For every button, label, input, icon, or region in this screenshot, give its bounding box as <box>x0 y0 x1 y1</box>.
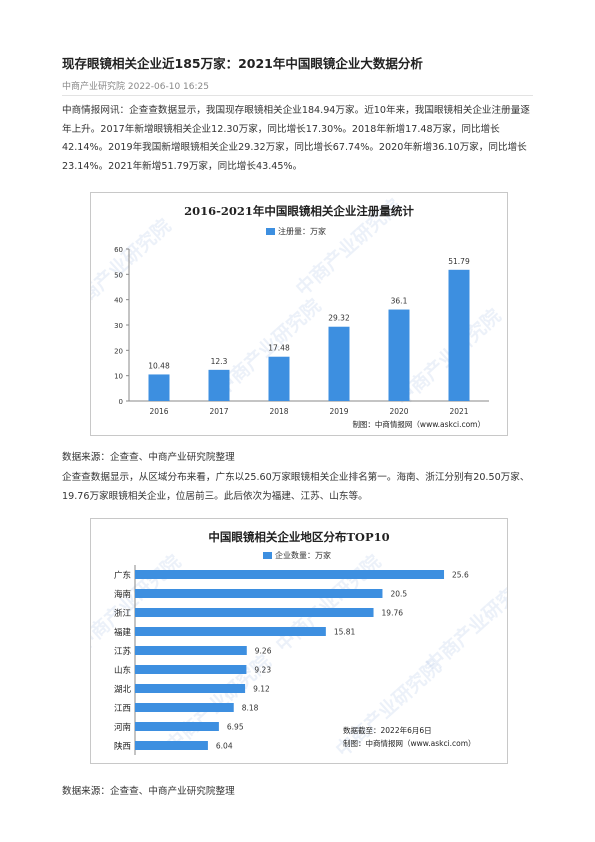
category-label: 海南 <box>114 589 131 600</box>
bar <box>135 608 374 617</box>
bar <box>328 326 350 401</box>
category-label: 陕西 <box>114 741 131 752</box>
chart-legend: 注册量：万家 <box>266 226 326 237</box>
divider <box>62 95 533 96</box>
article-title: 现存眼镜相关企业近185万家：2021年中国眼镜企业大数据分析 <box>62 56 423 71</box>
chart-regions: 中商产业研究院 中商产业研究院 中商产业研究院 中商产业研究院 中商产业研究院 … <box>90 518 508 764</box>
chart-title: 中国眼镜相关企业地区分布TOP10 <box>208 530 390 544</box>
source-note-1: 数据来源：企查查、中商产业研究院整理 <box>62 452 235 463</box>
bar <box>135 665 247 674</box>
data-label: 9.26 <box>255 647 272 656</box>
bar <box>135 646 247 655</box>
data-label: 51.79 <box>448 257 470 266</box>
article-meta: 中商产业研究院 2022-06-10 16:25 <box>62 82 209 92</box>
chart-legend: 企业数量：万家 <box>263 550 331 561</box>
bar <box>148 374 170 401</box>
category-label: 江苏 <box>114 646 132 657</box>
bar <box>448 269 470 401</box>
chart-title: 2016-2021年中国眼镜相关企业注册量统计 <box>184 204 414 218</box>
source-note-2: 数据来源：企查查、中商产业研究院整理 <box>62 786 235 797</box>
chart-credit-date: 数据截至：2022年6月6日 <box>343 726 432 735</box>
data-label: 9.12 <box>253 685 270 694</box>
y-tick-label: 50 <box>114 271 123 279</box>
category-label: 江西 <box>114 704 131 714</box>
legend-swatch <box>266 228 275 235</box>
y-tick-label: 60 <box>114 246 123 254</box>
x-tick-label: 2017 <box>209 407 228 416</box>
data-label: 6.95 <box>227 723 244 732</box>
bar <box>268 356 290 401</box>
x-tick-label: 2020 <box>389 407 408 416</box>
data-label: 15.81 <box>334 628 356 637</box>
data-label: 36.1 <box>391 297 408 306</box>
bar <box>135 589 383 598</box>
legend-swatch <box>263 552 272 559</box>
y-tick-label: 30 <box>114 322 123 330</box>
data-label: 9.23 <box>254 666 271 675</box>
category-label: 山东 <box>114 665 131 676</box>
data-label: 25.6 <box>452 571 469 580</box>
data-label: 10.48 <box>148 361 170 370</box>
y-tick-label: 40 <box>114 297 123 305</box>
chart-2-plot: 25.6 广东 20.5 海南 19.76 浙江 15.81 福建 9.26 江苏 9.23 山东 9.… <box>114 565 469 755</box>
category-label: 浙江 <box>114 608 132 619</box>
y-tick-label: 20 <box>114 347 123 355</box>
category-label: 福建 <box>114 627 132 638</box>
bar <box>135 703 234 712</box>
paragraph-2: 企查查数据显示，从区域分布来看，广东以25.60万家眼镜相关企业排名第一。海南、… <box>62 472 530 502</box>
chart-registrations: 中商产业研究院 中商产业研究院 中商产业研究院 中商产业研究院 2016-202… <box>90 192 508 436</box>
chart-credit: 制图：中商情报网（www.askci.com） <box>343 739 476 748</box>
bar <box>208 369 230 401</box>
y-tick-label: 0 <box>119 398 123 406</box>
bar <box>135 722 219 731</box>
x-tick-label: 2019 <box>329 407 348 416</box>
data-label: 20.5 <box>390 590 407 599</box>
data-label: 12.3 <box>211 357 228 366</box>
x-tick-label: 2016 <box>149 407 168 416</box>
bar <box>135 741 208 750</box>
data-label: 19.76 <box>382 609 404 618</box>
legend-label: 注册量：万家 <box>278 227 326 236</box>
data-label: 6.04 <box>216 742 233 751</box>
bar <box>135 627 326 636</box>
category-label: 广东 <box>114 570 131 581</box>
bar <box>135 684 246 693</box>
y-tick-label: 10 <box>114 373 123 381</box>
data-label: 29.32 <box>328 314 350 323</box>
chart-1-plot: 0 10 20 30 40 50 60 10.48 2016 12.3 2017 17.48 2018 2… <box>114 246 489 416</box>
category-label: 湖北 <box>114 685 132 695</box>
category-label: 河南 <box>114 722 131 733</box>
data-label: 8.18 <box>242 704 259 713</box>
legend-label: 企业数量：万家 <box>275 551 331 560</box>
bar <box>135 570 445 579</box>
paragraph-1: 中商情报网讯：企查查数据显示，我国现存眼镜相关企业184.94万家。近10年来，… <box>62 105 530 172</box>
bar <box>388 309 410 401</box>
data-label: 17.48 <box>268 344 290 353</box>
x-tick-label: 2018 <box>269 407 288 416</box>
chart-credit: 制图：中商情报网（www.askci.com） <box>352 420 485 429</box>
x-tick-label: 2021 <box>449 407 468 416</box>
